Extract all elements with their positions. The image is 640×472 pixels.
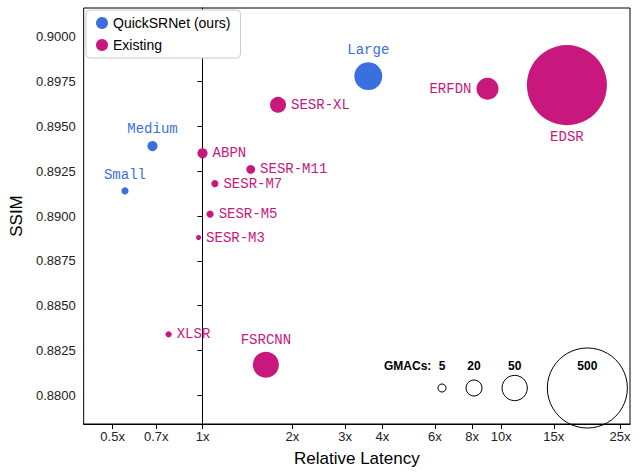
svg-text:SSIM: SSIM	[7, 195, 26, 237]
svg-text:2x: 2x	[286, 429, 300, 444]
svg-text:ABPN: ABPN	[213, 145, 247, 161]
svg-text:0.8900: 0.8900	[36, 209, 76, 224]
svg-text:SESR-M3: SESR-M3	[206, 230, 265, 246]
svg-text:8x: 8x	[465, 429, 479, 444]
svg-text:SESR-M7: SESR-M7	[223, 176, 282, 192]
svg-text:EDSR: EDSR	[550, 129, 584, 145]
svg-text:6x: 6x	[428, 429, 442, 444]
svg-text:Small: Small	[104, 167, 146, 183]
svg-text:5: 5	[439, 359, 446, 373]
svg-text:SESR-XL: SESR-XL	[291, 97, 350, 113]
svg-text:0.8850: 0.8850	[36, 298, 76, 313]
svg-text:50: 50	[508, 359, 522, 373]
svg-text:SESR-M11: SESR-M11	[260, 161, 328, 178]
svg-text:25x: 25x	[610, 429, 631, 444]
svg-text:Medium: Medium	[127, 121, 177, 137]
svg-text:1x: 1x	[196, 429, 210, 444]
svg-text:0.9000: 0.9000	[36, 29, 76, 44]
svg-text:GMACs:: GMACs:	[384, 359, 431, 373]
svg-text:4x: 4x	[375, 429, 389, 444]
svg-text:0.7x: 0.7x	[144, 429, 169, 444]
svg-text:500: 500	[577, 359, 597, 373]
svg-text:FSRCNN: FSRCNN	[241, 332, 291, 348]
svg-text:Large: Large	[347, 42, 389, 58]
svg-text:0.8975: 0.8975	[36, 74, 76, 89]
svg-text:SESR-M5: SESR-M5	[219, 206, 278, 222]
svg-text:15x: 15x	[543, 429, 564, 444]
svg-text:0.8950: 0.8950	[36, 119, 76, 134]
svg-text:Relative Latency: Relative Latency	[294, 449, 420, 468]
svg-text:0.8800: 0.8800	[36, 388, 76, 403]
svg-text:QuickSRNet (ours): QuickSRNet (ours)	[113, 15, 230, 31]
svg-text:0.8825: 0.8825	[36, 343, 76, 358]
svg-text:3x: 3x	[338, 429, 352, 444]
svg-text:10x: 10x	[491, 429, 512, 444]
svg-text:0.8875: 0.8875	[36, 253, 76, 268]
svg-text:0.5x: 0.5x	[100, 429, 125, 444]
svg-text:20: 20	[467, 359, 481, 373]
svg-text:Existing: Existing	[113, 37, 162, 53]
svg-text:0.8925: 0.8925	[36, 164, 76, 179]
svg-text:XLSR: XLSR	[177, 326, 211, 342]
svg-text:ERFDN: ERFDN	[429, 81, 471, 97]
